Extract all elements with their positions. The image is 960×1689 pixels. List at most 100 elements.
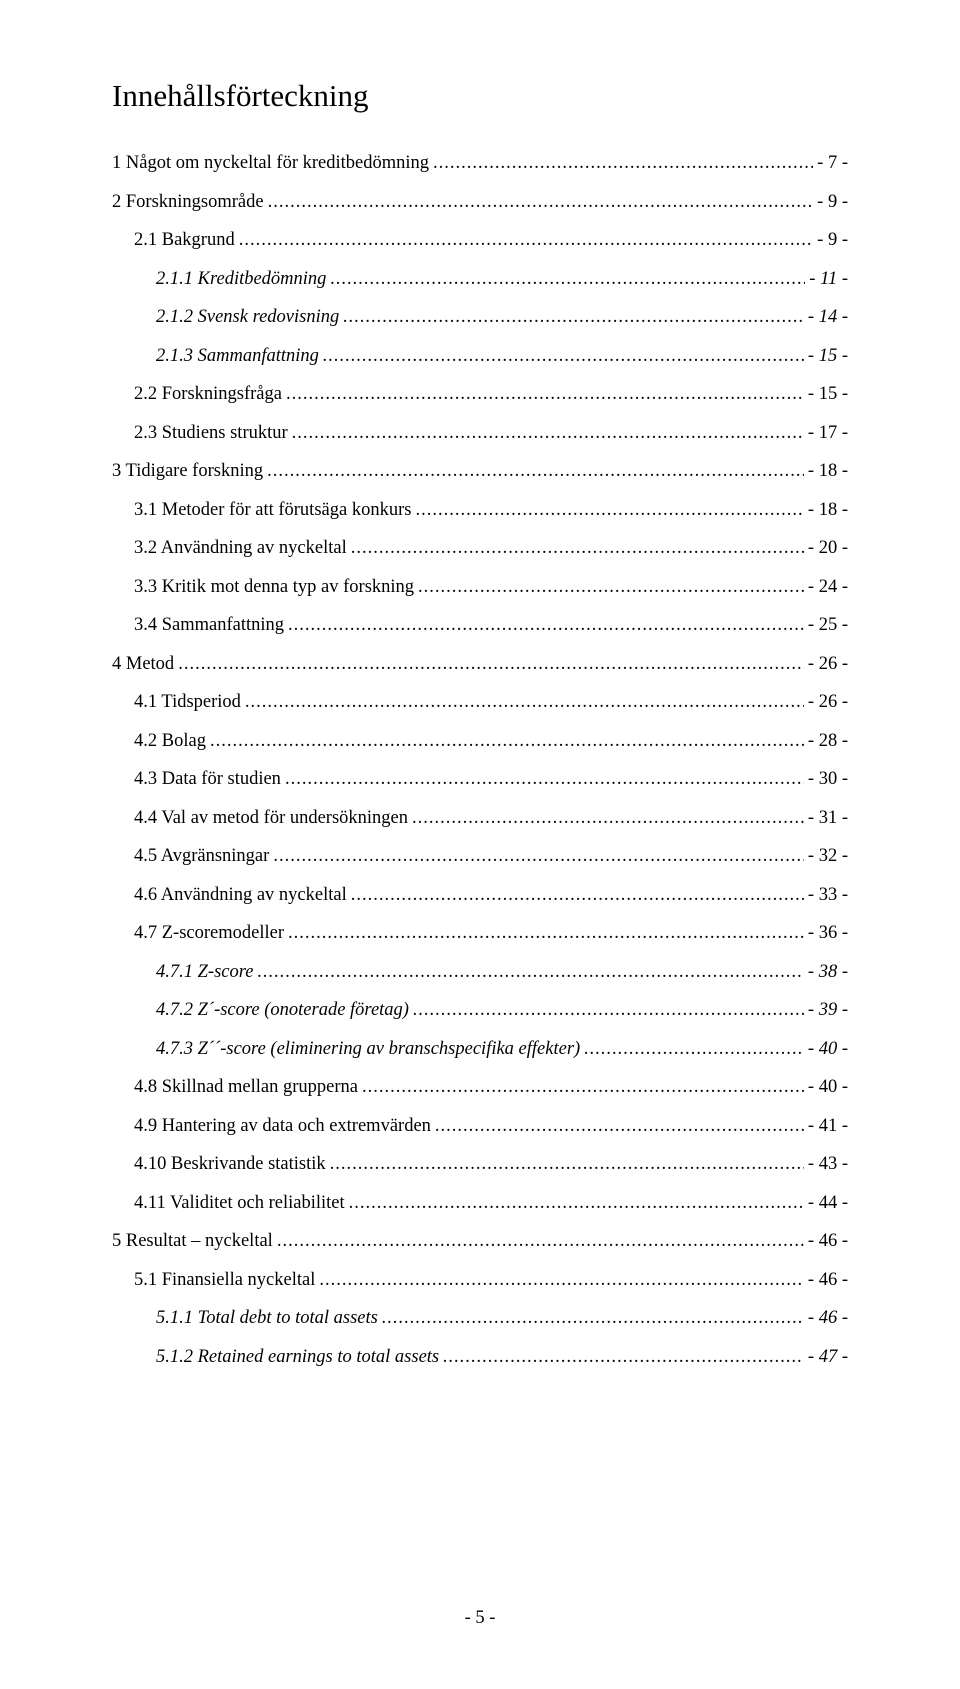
toc-leader-dots [351,539,804,558]
toc-entry-label: 3.3 Kritik mot denna typ av forskning [134,578,414,597]
toc-entry: 2 Forskningsområde - 9 - [112,193,848,212]
toc-entry: 2.2 Forskningsfråga - 15 - [112,385,848,404]
toc-entry-label: 3 Tidigare forskning [112,462,263,481]
toc-entry-page: - 46 - [808,1232,848,1251]
toc-leader-dots [412,809,804,828]
toc-entry-page: - 20 - [808,539,848,558]
toc-entry: 4.5 Avgränsningar- 32 - [112,847,848,866]
toc-entry-page: - 15 - [808,385,848,404]
toc-entry-page: - 7 - [817,154,848,173]
toc-entry-label: 2.1.2 Svensk redovisning [156,308,339,327]
toc-entry-label: 2.2 Forskningsfråga [134,385,282,404]
toc-entry-page: - 44 - [808,1194,848,1213]
toc-entry-label: 2.1.1 Kreditbedömning [156,270,326,289]
toc-entry-page: - 18 - [808,501,848,520]
toc-entry-label: 3.4 Sammanfattning [134,616,284,635]
page-title: Innehållsförteckning [112,78,848,114]
toc-entry: 4.8 Skillnad mellan grupperna - 40 - [112,1078,848,1097]
toc-leader-dots [245,693,804,712]
toc-entry-label: 2.3 Studiens struktur [134,424,288,443]
toc-leader-dots [286,385,804,404]
toc-entry: 3 Tidigare forskning- 18 - [112,462,848,481]
toc-entry-label: 4.6 Användning av nyckeltal [134,886,347,905]
toc-entry-page: - 26 - [808,655,848,674]
toc-entry-page: - 15 - [808,347,848,366]
toc-entry-page: - 17 - [808,424,848,443]
toc-entry-page: - 9 - [817,231,848,250]
toc-entry: 3.1 Metoder för att förutsäga konkurs - 1… [112,501,848,520]
toc-entry: 5.1 Finansiella nyckeltal- 46 - [112,1271,848,1290]
toc-entry-label: 4.8 Skillnad mellan grupperna [134,1078,358,1097]
toc-entry-label: 2 Forskningsområde [112,193,264,212]
toc-leader-dots [330,1155,804,1174]
toc-leader-dots [343,308,804,327]
toc-entry: 5 Resultat – nyckeltal- 46 - [112,1232,848,1251]
document-page: Innehållsförteckning 1 Något om nyckelta… [0,0,960,1689]
toc-leader-dots [443,1348,804,1367]
table-of-contents: 1 Något om nyckeltal för kreditbedömning… [112,154,848,1366]
toc-entry-label: 4.10 Beskrivande statistik [134,1155,326,1174]
toc-leader-dots [418,578,804,597]
toc-entry-page: - 11 - [809,270,848,289]
toc-entry-label: 3.2 Användning av nyckeltal [134,539,347,558]
toc-entry: 2.1.3 Sammanfattning - 15 - [112,347,848,366]
toc-leader-dots [413,1001,804,1020]
toc-entry: 5.1.2 Retained earnings to total assets -… [112,1348,848,1367]
toc-entry-label: 5.1 Finansiella nyckeltal [134,1271,315,1290]
toc-entry: 4.4 Val av metod för undersökningen - 31 … [112,809,848,828]
toc-leader-dots [277,1232,804,1251]
toc-entry: 4.2 Bolag - 28 - [112,732,848,751]
toc-leader-dots [288,616,804,635]
toc-entry-page: - 39 - [808,1001,848,1020]
toc-entry-label: 4.7.3 Z´´-score (eliminering av branschs… [156,1040,580,1059]
toc-entry: 4.11 Validitet och reliabilitet - 44 - [112,1194,848,1213]
toc-entry-page: - 31 - [808,809,848,828]
toc-entry-label: 4.11 Validitet och reliabilitet [134,1194,345,1213]
toc-leader-dots [257,963,803,982]
toc-entry-page: - 40 - [808,1078,848,1097]
toc-entry-page: - 9 - [817,193,848,212]
toc-entry-label: 2.1 Bakgrund [134,231,235,250]
toc-entry: 4.6 Användning av nyckeltal- 33 - [112,886,848,905]
toc-entry-label: 5.1.2 Retained earnings to total assets [156,1348,439,1367]
toc-leader-dots [268,193,814,212]
toc-entry-page: - 36 - [808,924,848,943]
toc-entry-page: - 30 - [808,770,848,789]
toc-entry: 4.7.3 Z´´-score (eliminering av branschs… [112,1040,848,1059]
toc-entry-label: 4.4 Val av metod för undersökningen [134,809,408,828]
toc-entry: 3.4 Sammanfattning- 25 - [112,616,848,635]
toc-leader-dots [267,462,804,481]
toc-entry-page: - 43 - [808,1155,848,1174]
toc-entry: 3.3 Kritik mot denna typ av forskning- 2… [112,578,848,597]
toc-entry: 4.9 Hantering av data och extremvärden - … [112,1117,848,1136]
toc-entry-label: 1 Något om nyckeltal för kreditbedömning [112,154,429,173]
toc-entry-page: - 28 - [808,732,848,751]
toc-entry-label: 2.1.3 Sammanfattning [156,347,319,366]
toc-leader-dots [210,732,804,751]
toc-leader-dots [292,424,804,443]
toc-entry: 2.3 Studiens struktur - 17 - [112,424,848,443]
toc-leader-dots [435,1117,804,1136]
toc-leader-dots [584,1040,804,1059]
toc-leader-dots [433,154,813,173]
toc-entry-label: 4.7.2 Z´-score (onoterade företag) [156,1001,409,1020]
toc-entry-page: - 41 - [808,1117,848,1136]
toc-entry-page: - 47 - [808,1348,848,1367]
toc-entry-page: - 14 - [808,308,848,327]
toc-entry-label: 4 Metod [112,655,174,674]
toc-entry-label: 4.7.1 Z-score [156,963,253,982]
toc-leader-dots [323,347,804,366]
toc-entry-label: 4.2 Bolag [134,732,206,751]
toc-entry: 2.1.2 Svensk redovisning - 14 - [112,308,848,327]
toc-entry-label: 3.1 Metoder för att förutsäga konkurs [134,501,411,520]
toc-leader-dots [349,1194,804,1213]
toc-entry-label: 4.1 Tidsperiod [134,693,241,712]
toc-leader-dots [319,1271,804,1290]
toc-entry: 4.1 Tidsperiod- 26 - [112,693,848,712]
toc-entry: 1 Något om nyckeltal för kreditbedömning… [112,154,848,173]
toc-entry: 4.3 Data för studien- 30 - [112,770,848,789]
toc-entry-label: 4.9 Hantering av data och extremvärden [134,1117,431,1136]
toc-entry: 3.2 Användning av nyckeltal - 20 - [112,539,848,558]
toc-leader-dots [273,847,804,866]
toc-entry: 4.7.1 Z-score- 38 - [112,963,848,982]
